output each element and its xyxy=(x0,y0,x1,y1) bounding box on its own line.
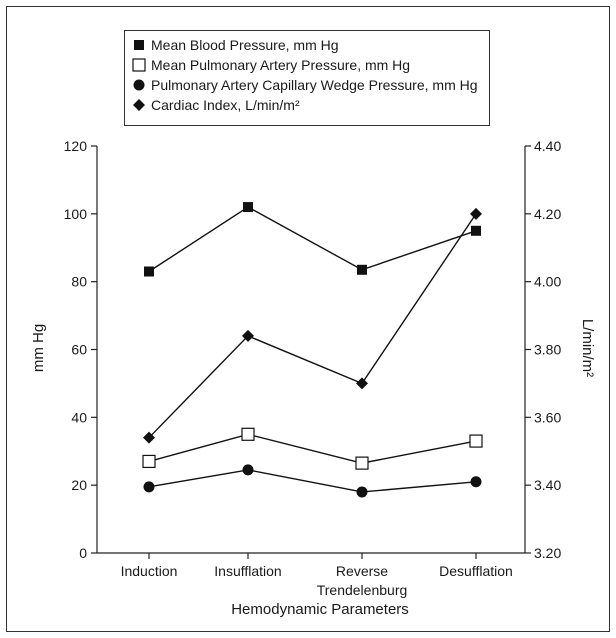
legend-box xyxy=(124,30,490,126)
legend-label: Mean Pulmonary Artery Pressure, mm Hg xyxy=(151,57,410,73)
data-point xyxy=(242,464,254,476)
y-tick-label: 120 xyxy=(64,138,88,154)
data-point xyxy=(356,486,368,498)
data-point xyxy=(241,427,255,441)
legend-label: Cardiac Index, L/min/m² xyxy=(151,97,300,113)
y-tick-label: 20 xyxy=(71,477,87,493)
legend-marker xyxy=(134,40,144,50)
series-line xyxy=(148,206,477,273)
data-point xyxy=(242,329,254,342)
data-point xyxy=(471,225,481,236)
data-point xyxy=(356,377,368,390)
data-point xyxy=(143,431,155,444)
plot-series xyxy=(142,202,483,498)
series-group xyxy=(142,427,483,470)
y2-tick-label: 4.00 xyxy=(534,274,561,290)
data-point xyxy=(243,202,253,213)
data-point xyxy=(144,266,154,277)
series-line xyxy=(148,213,477,439)
legend-marker xyxy=(133,99,145,111)
legend-label: Mean Blood Pressure, mm Hg xyxy=(151,37,339,53)
figure-border xyxy=(6,6,610,632)
axes: 0 20 40 60 80 100 120 3.20 3.40 3.60 3.80 4.00 4.20 4… xyxy=(64,138,562,598)
y2-tick-label: 3.20 xyxy=(534,545,561,561)
legend-marker xyxy=(132,58,146,72)
series-line xyxy=(148,469,477,493)
y-tick-label: 0 xyxy=(79,545,87,561)
y-tick-label: 100 xyxy=(64,206,88,222)
y2-axis-label: L/min/m² xyxy=(579,319,596,377)
data-point xyxy=(142,454,156,469)
x-tick-label: Insufflation xyxy=(214,563,281,579)
y2-tick-label: 3.80 xyxy=(534,342,561,358)
y-tick-label: 80 xyxy=(71,274,87,290)
y2-tick-label: 4.20 xyxy=(534,206,561,222)
series-group xyxy=(143,464,482,498)
data-point xyxy=(357,264,367,275)
y2-tick-label: 3.60 xyxy=(534,409,561,425)
data-point xyxy=(469,434,483,448)
y-axis-label: mm Hg xyxy=(30,324,47,372)
y-tick-label: 40 xyxy=(71,409,87,425)
y2-tick-label: 3.40 xyxy=(534,477,561,493)
x-axis-label: Hemodynamic Parameters xyxy=(231,601,409,618)
data-point xyxy=(470,207,482,220)
data-point xyxy=(143,481,155,493)
x-tick-label: Desufflation xyxy=(439,563,513,579)
series-group xyxy=(144,202,481,277)
series-line xyxy=(148,433,477,464)
x-tick-label: Reverse Trendelenburg xyxy=(317,563,408,598)
data-point xyxy=(355,456,369,470)
legend-marker xyxy=(133,79,145,91)
x-tick-label: Induction xyxy=(121,563,178,579)
y2-tick-label: 4.40 xyxy=(534,138,561,154)
y-tick-label: 60 xyxy=(71,342,87,358)
series-group xyxy=(143,207,482,444)
data-point xyxy=(470,476,482,488)
legend: Mean Blood Pressure, mm Hg Mean Pulmonary… xyxy=(124,30,490,126)
legend-label: Pulmonary Artery Capillary Wedge Pressur… xyxy=(151,77,478,93)
